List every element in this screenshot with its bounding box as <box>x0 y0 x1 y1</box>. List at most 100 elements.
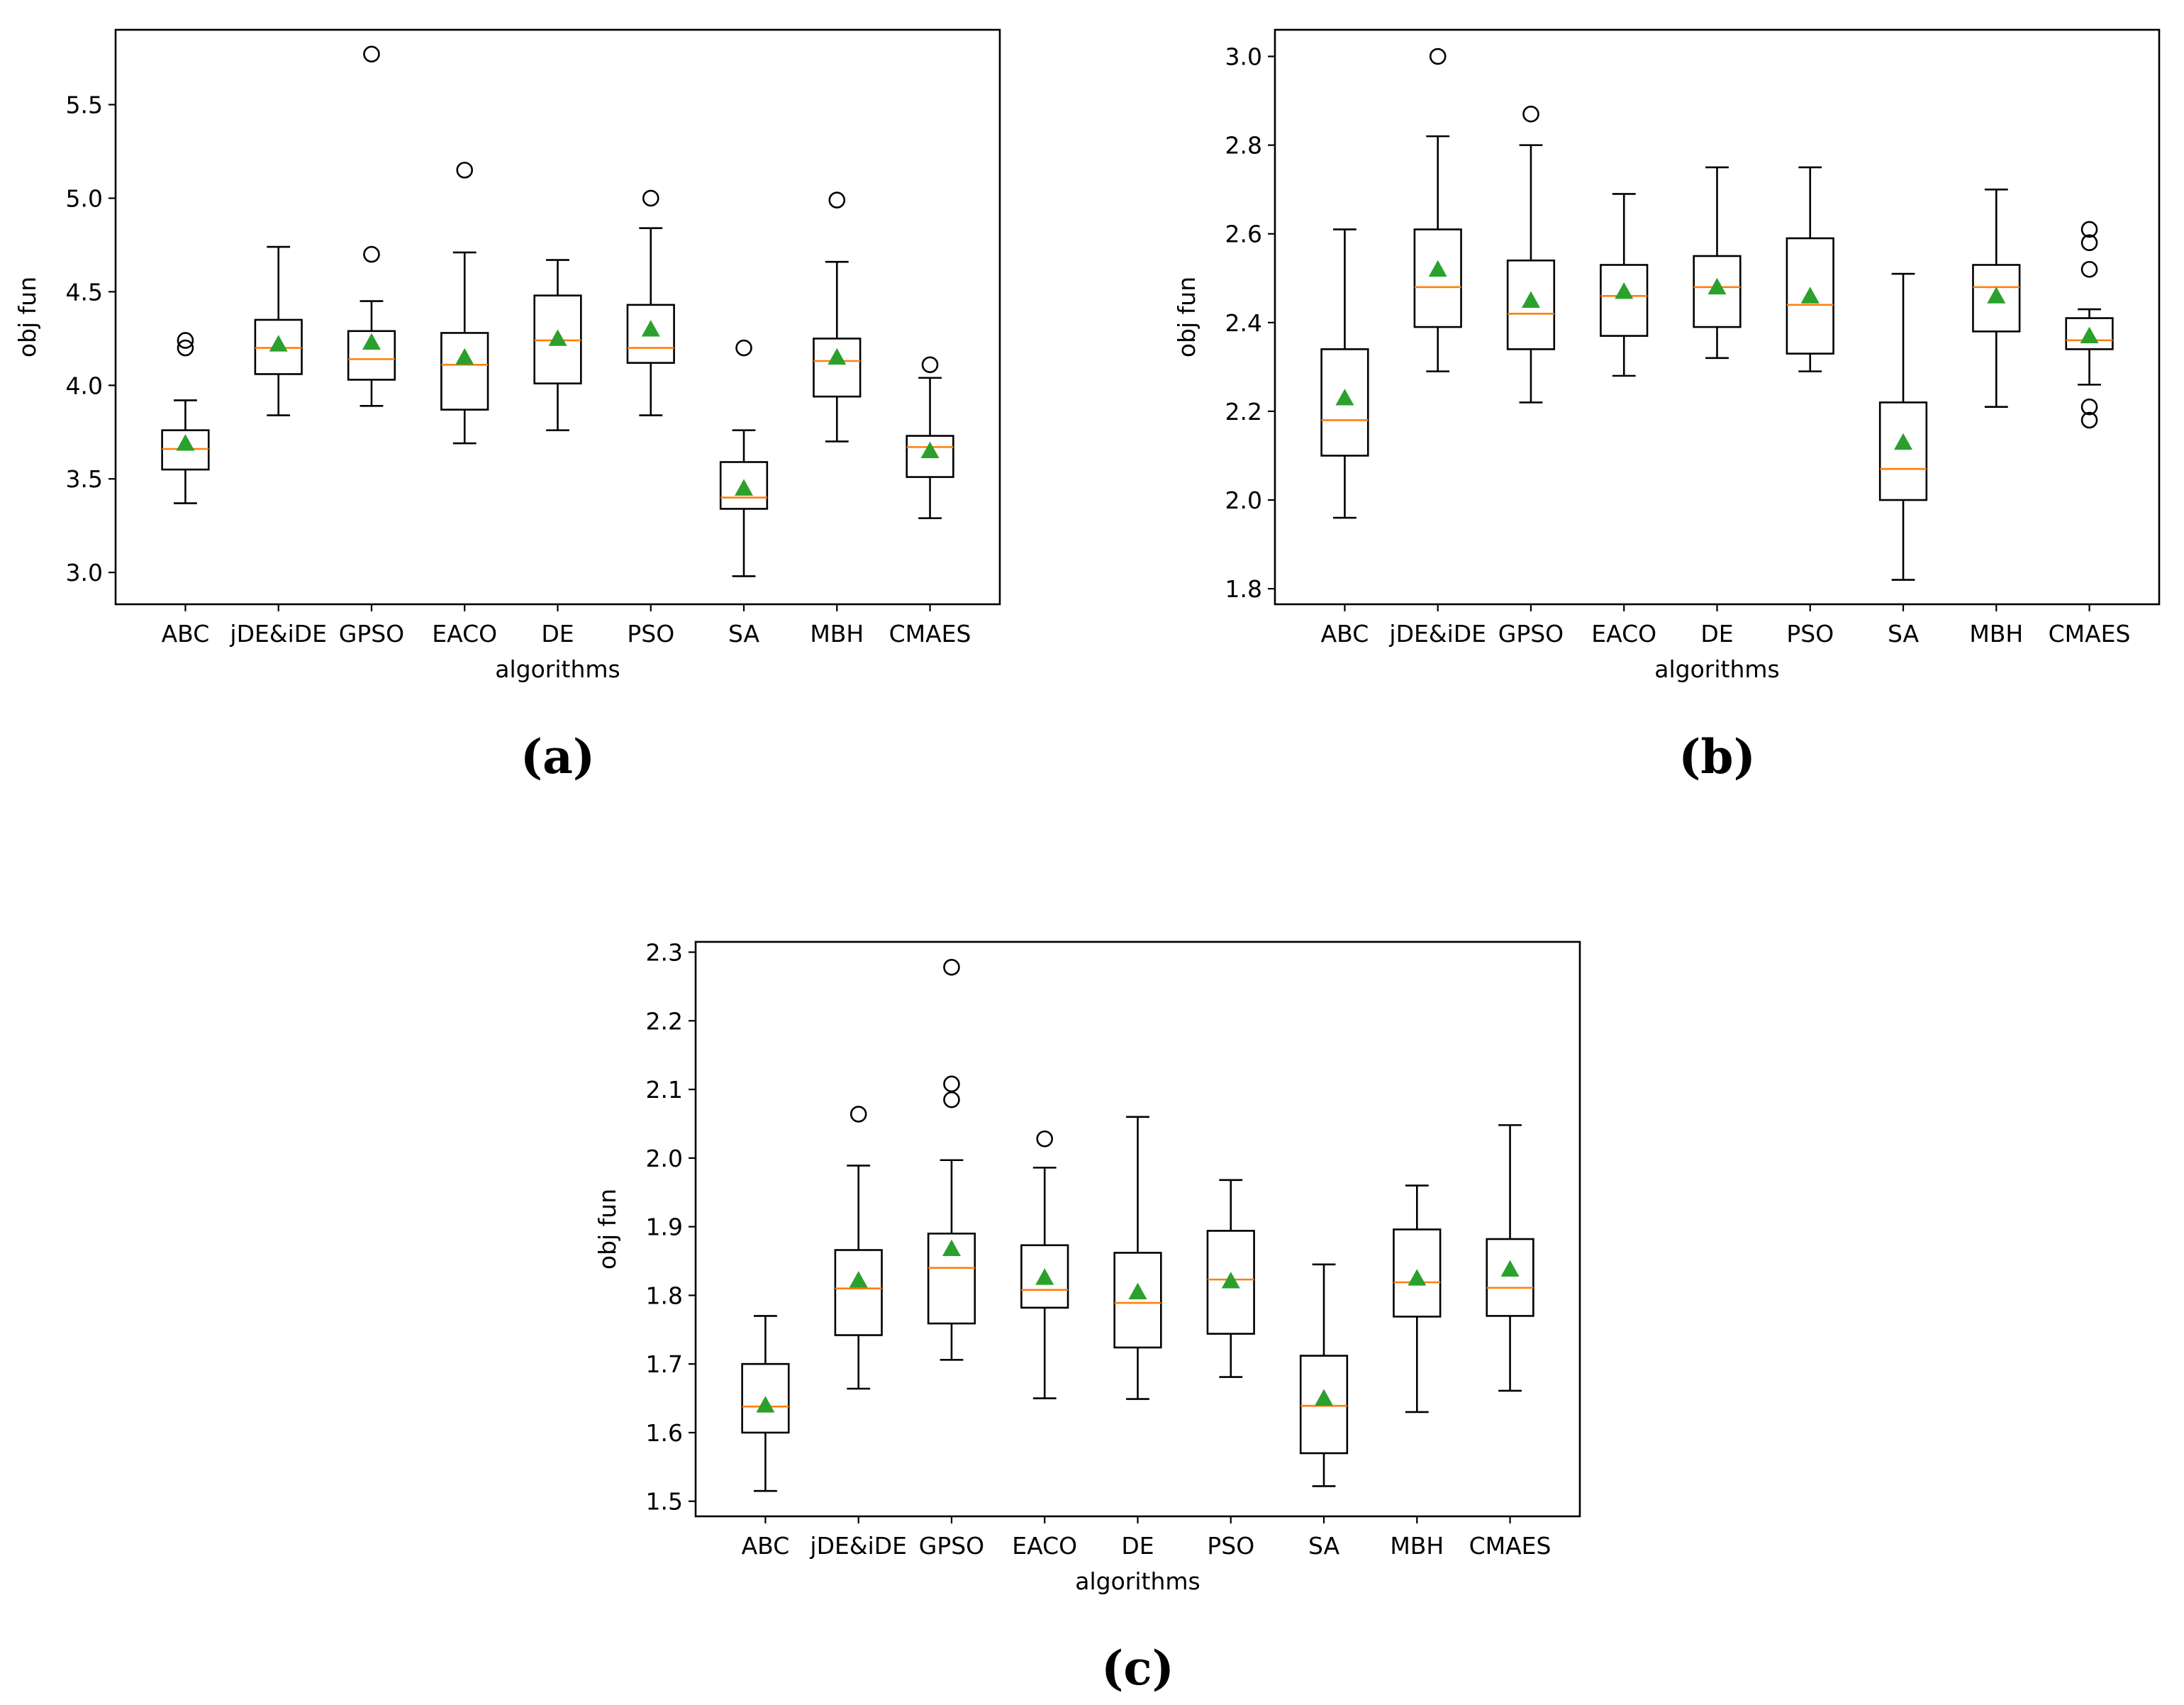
x-tick-label: GPSO <box>919 1532 984 1560</box>
box-iqr <box>626 304 675 364</box>
mean-marker <box>1315 1389 1334 1406</box>
box-group-EACO <box>1600 193 1649 377</box>
y-tick-label: 1.8 <box>1225 575 1262 603</box>
box-iqr <box>1693 255 1742 328</box>
y-tick-label: 5.0 <box>66 184 103 212</box>
outlier-point <box>363 245 380 263</box>
box-group-jDE&iDE <box>834 1106 883 1390</box>
box-group-MBH <box>1393 1184 1442 1414</box>
box-iqr <box>1878 401 1928 501</box>
mean-marker <box>1894 433 1913 450</box>
y-axis-label: obj fun <box>1173 277 1200 357</box>
mean-marker <box>920 441 940 459</box>
y-tick-label: 2.6 <box>1225 221 1262 248</box>
box-iqr <box>1299 1355 1349 1455</box>
y-tick-label: 2.2 <box>1225 398 1262 426</box>
box-group-jDE&iDE <box>254 245 303 416</box>
box-iqr <box>1972 264 2021 333</box>
outlier-point <box>849 1106 867 1123</box>
y-tick-label: 1.9 <box>646 1214 683 1241</box>
x-tick-label: MBH <box>1969 620 2023 648</box>
box-group-GPSO <box>347 45 396 407</box>
x-tick-label: DE <box>1700 620 1733 648</box>
box-iqr <box>906 435 954 478</box>
mean-marker <box>1521 291 1540 308</box>
x-axis-label: algorithms <box>1654 655 1779 683</box>
y-axis-label: obj fun <box>13 277 41 357</box>
mean-marker <box>849 1271 868 1288</box>
box-iqr <box>719 461 769 510</box>
y-tick-label: 1.6 <box>646 1419 683 1447</box>
box-group-EACO <box>1020 1130 1069 1399</box>
panel-caption: (c) <box>1101 1640 1174 1696</box>
box-group-ABC <box>1320 228 1369 519</box>
x-tick-label: CMAES <box>1469 1532 1551 1560</box>
box-iqr <box>1020 1244 1069 1309</box>
y-tick-label: 2.1 <box>646 1076 683 1104</box>
box-group-EACO <box>440 162 489 445</box>
outlier-point <box>735 339 752 357</box>
x-tick-label: DE <box>1121 1532 1154 1560</box>
mean-marker <box>269 335 288 352</box>
y-tick-label: 1.5 <box>646 1488 683 1516</box>
chart-panel-b: 1.8 2.0 2.2 2.4 2.6 2.8 3.0 ABC jDE&iDE GPSO EACO D… <box>1173 28 2161 784</box>
mean-marker <box>362 333 381 350</box>
y-tick-label: 4.5 <box>66 278 103 306</box>
box-group-SA <box>1299 1263 1349 1487</box>
box-group-SA <box>1878 272 1928 581</box>
outlier-point <box>2080 260 2098 278</box>
x-tick-label: jDE&iDE <box>809 1532 907 1560</box>
outlier-point <box>943 1075 960 1093</box>
box-iqr <box>533 294 582 384</box>
mean-marker <box>1615 282 1634 299</box>
box-group-ABC <box>161 332 210 504</box>
outlier-point <box>177 332 194 349</box>
chart-panel-a: 3.0 3.5 4.0 4.5 5.0 5.5 ABC jDE&iDE GPSO EACO DE PS… <box>13 28 1001 784</box>
box-iqr <box>1600 264 1649 337</box>
box-group-ABC <box>741 1315 790 1492</box>
x-tick-label: ABC <box>742 1532 790 1560</box>
box-group-MBH <box>813 191 862 443</box>
y-tick-label: 3.0 <box>1225 43 1262 71</box>
x-tick-label: SA <box>1308 1532 1340 1560</box>
box-group-CMAES <box>906 356 954 519</box>
box-iqr <box>927 1232 976 1325</box>
box-group-DE <box>533 259 582 431</box>
box-iqr <box>1413 228 1462 328</box>
box-iqr <box>2065 317 2114 350</box>
box-iqr <box>440 332 489 411</box>
box-iqr <box>161 429 210 471</box>
y-tick-label: 2.8 <box>1225 132 1262 160</box>
box-group-MBH <box>1972 188 2021 408</box>
box-iqr <box>813 338 862 398</box>
outlier-point <box>2080 234 2098 252</box>
box-group-DE <box>1113 1116 1162 1400</box>
box-iqr <box>1785 237 1834 355</box>
x-tick-label: PSO <box>1207 1532 1254 1560</box>
mean-marker <box>176 434 195 451</box>
mean-marker <box>1428 260 1447 277</box>
box-group-CMAES <box>2065 221 2114 429</box>
box-iqr <box>1113 1252 1162 1349</box>
outlier-point <box>642 189 659 207</box>
box-group-PSO <box>626 189 675 416</box>
panel-caption: (a) <box>520 729 595 784</box>
x-tick-label: CMAES <box>2049 620 2131 648</box>
outlier-point <box>1522 106 1539 123</box>
box-iqr <box>1486 1238 1534 1317</box>
x-tick-label: CMAES <box>889 620 971 648</box>
y-tick-label: 3.0 <box>66 559 103 587</box>
mean-marker <box>1987 287 2006 304</box>
box-group-jDE&iDE <box>1413 48 1462 372</box>
x-tick-label: PSO <box>627 620 674 648</box>
box-group-DE <box>1693 166 1742 360</box>
y-tick-label: 4.0 <box>66 372 103 399</box>
box-iqr <box>834 1249 883 1336</box>
mean-marker <box>1707 277 1727 295</box>
x-tick-label: GPSO <box>339 620 404 648</box>
x-tick-label: EACO <box>432 620 497 648</box>
y-tick-label: 2.2 <box>646 1007 683 1035</box>
x-tick-label: ABC <box>162 620 210 648</box>
outlier-point <box>456 162 474 179</box>
y-axis-label: obj fun <box>594 1189 621 1270</box>
